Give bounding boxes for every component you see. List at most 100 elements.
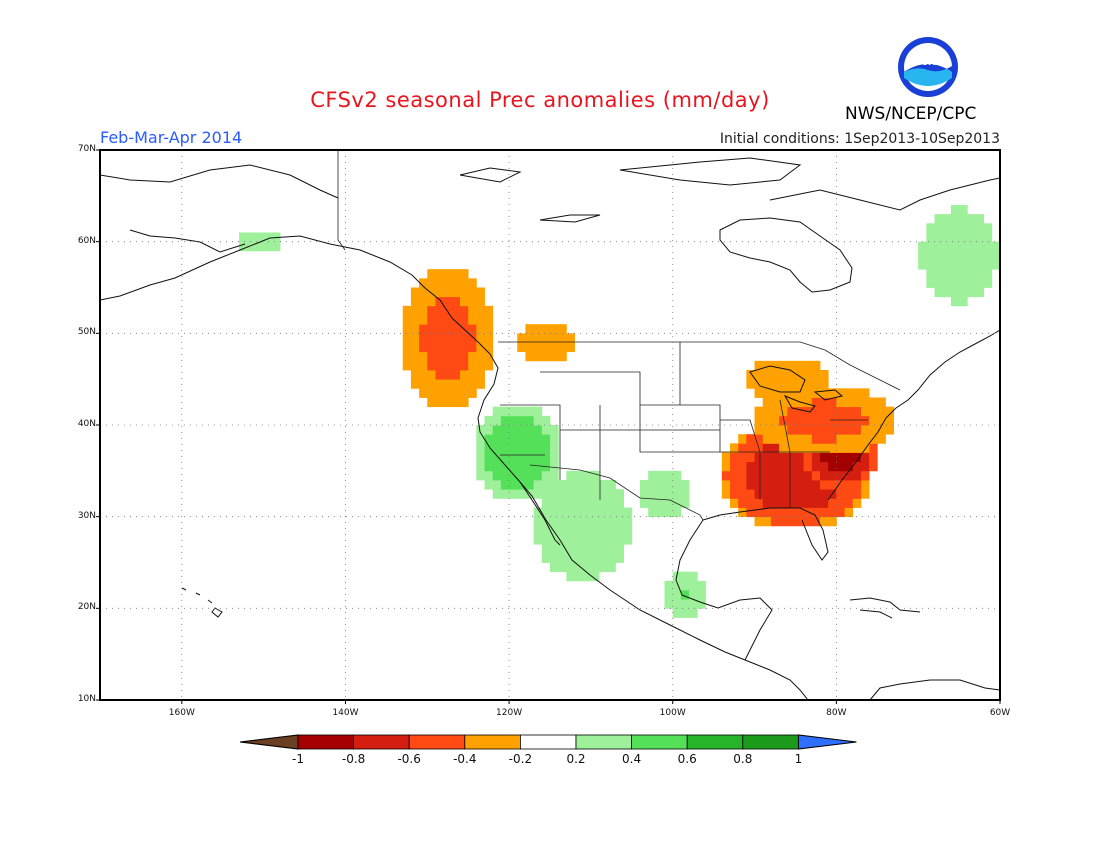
anomaly-cell <box>820 452 829 463</box>
anomaly-cell <box>468 287 477 298</box>
anomaly-cell <box>410 315 420 325</box>
anomaly-cell <box>443 287 453 298</box>
anomaly-cell <box>762 425 772 435</box>
anomaly-cell <box>934 223 944 233</box>
anomaly-cell <box>967 241 976 252</box>
anomaly-cell <box>885 415 895 426</box>
anomaly-cell <box>443 269 453 279</box>
anomaly-cell <box>468 324 477 334</box>
anomaly-cell <box>550 443 559 453</box>
anomaly-cell <box>754 415 764 426</box>
anomaly-cell <box>484 324 494 334</box>
anomaly-cell <box>590 553 600 563</box>
anomaly-cell <box>533 516 543 527</box>
anomaly-cell <box>615 553 625 563</box>
anomaly-cell <box>770 379 780 389</box>
anomaly-cell <box>811 489 821 499</box>
anomaly-cell <box>844 388 854 398</box>
anomaly-cell <box>443 333 453 343</box>
anomaly-cell <box>934 260 944 270</box>
anomaly-cell <box>533 535 543 545</box>
anomaly-cell <box>419 360 428 371</box>
anomaly-cell <box>770 388 780 398</box>
anomaly-cell <box>836 470 845 481</box>
anomaly-cell <box>787 379 796 389</box>
anomaly-cell <box>746 452 755 463</box>
anomaly-cell <box>811 452 821 463</box>
anomaly-cell <box>574 507 584 518</box>
anomaly-cell <box>623 516 633 527</box>
anomaly-cell <box>492 406 502 417</box>
anomaly-cell <box>582 535 592 545</box>
anomaly-cell <box>468 351 477 362</box>
anomaly-cell <box>607 525 616 536</box>
anomaly-cell <box>468 360 477 371</box>
anomaly-cell <box>860 406 870 417</box>
anomaly-cell <box>648 498 657 508</box>
anomaly-cell <box>648 489 657 499</box>
anomaly-cell <box>550 324 559 334</box>
anomaly-cell <box>533 406 543 417</box>
anomaly-cell <box>770 397 780 408</box>
colorbar-label: -0.8 <box>341 752 366 766</box>
anomaly-cell <box>460 397 469 408</box>
anomaly-cell <box>860 397 870 408</box>
anomaly-cell <box>492 452 502 463</box>
anomaly-cell <box>492 415 502 426</box>
anomaly-cell <box>721 470 731 481</box>
anomaly-cell <box>811 397 821 408</box>
anomaly-cell <box>852 452 862 463</box>
anomaly-cell <box>803 388 813 398</box>
anomaly-cell <box>451 296 461 307</box>
anomaly-cell <box>811 425 821 435</box>
anomaly-cell <box>811 360 821 371</box>
anomaly-cell <box>541 425 551 435</box>
anomaly-cell <box>550 525 559 536</box>
anomaly-cell <box>590 470 600 481</box>
anomaly-cell <box>680 489 690 499</box>
anomaly-cell <box>852 489 862 499</box>
anomaly-cell <box>435 324 445 334</box>
anomaly-cell <box>803 470 813 481</box>
anomaly-cell <box>730 443 739 453</box>
anomaly-cell <box>942 278 952 288</box>
anomaly-cell <box>754 370 764 380</box>
anomaly-cell <box>574 498 584 508</box>
anomaly-cell <box>836 425 845 435</box>
anomaly-cell <box>811 379 821 389</box>
anomaly-cell <box>959 260 968 270</box>
anomaly-cell <box>836 388 845 398</box>
anomaly-cell <box>770 498 780 508</box>
anomaly-cell <box>484 443 494 453</box>
anomaly-cell <box>533 324 543 334</box>
anomaly-cell <box>803 415 813 426</box>
anomaly-cell <box>648 480 657 490</box>
anomaly-cell <box>558 544 567 554</box>
anomaly-cell <box>460 360 469 371</box>
anomaly-cell <box>820 379 829 389</box>
anomaly-cell <box>419 333 428 343</box>
anomaly-cell <box>975 250 985 261</box>
anomaly-cell <box>746 498 755 508</box>
anomaly-cell <box>926 223 935 233</box>
anomaly-cell <box>427 397 436 408</box>
anomaly-cell <box>959 214 968 224</box>
anomaly-cell <box>828 516 837 527</box>
anomaly-cell <box>451 370 461 380</box>
anomaly-cell <box>558 562 567 573</box>
anomaly-cell <box>689 571 698 582</box>
anomaly-cell <box>746 379 755 389</box>
anomaly-cell <box>770 443 780 453</box>
anomaly-cell <box>934 214 944 224</box>
anomaly-cell <box>762 489 772 499</box>
anomaly-cell <box>558 516 567 527</box>
anomaly-cell <box>664 599 674 609</box>
anomaly-cell <box>770 516 780 527</box>
anomaly-cell <box>680 599 690 609</box>
anomaly-cell <box>566 525 575 536</box>
colorbar-segment <box>464 734 521 750</box>
anomaly-cell <box>484 461 494 472</box>
anomaly-cell <box>803 480 813 490</box>
anomaly-cell <box>803 516 813 527</box>
anomaly-cell <box>738 480 747 490</box>
